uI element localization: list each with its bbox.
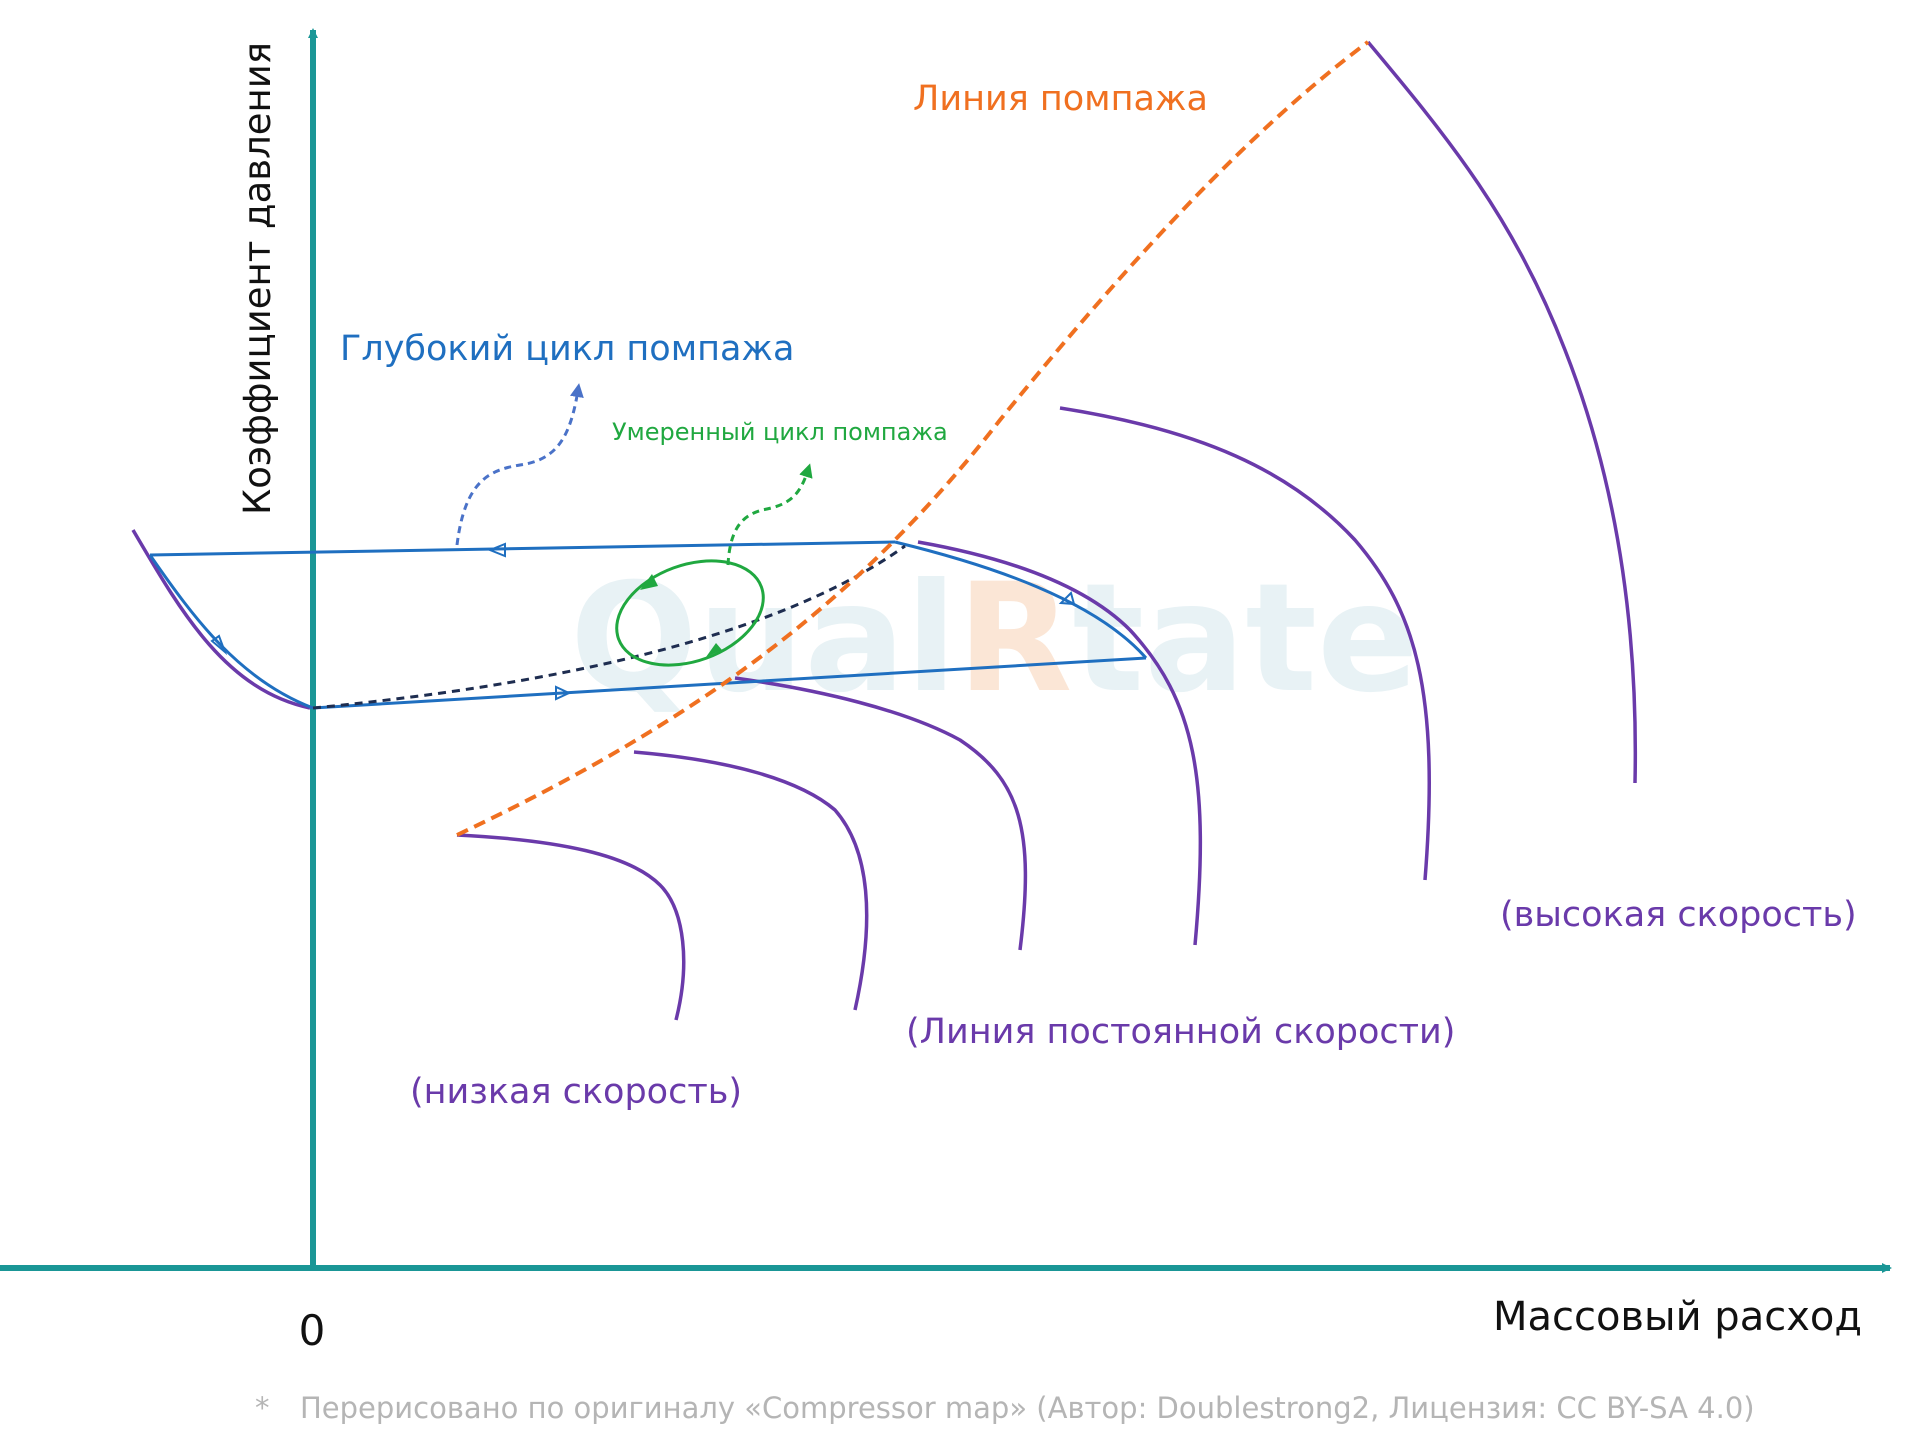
deep-surge-cycle-left bbox=[148, 554, 314, 710]
deep-surge-cycle-right bbox=[894, 540, 1148, 659]
speed-line-left bbox=[131, 529, 311, 710]
deep-surge-cycle-bottom bbox=[312, 656, 1147, 710]
moderate-cycle-arrow-top bbox=[640, 574, 658, 590]
speed-line-2 bbox=[633, 750, 869, 1011]
high-speed-label: (высокая скорость) bbox=[1500, 895, 1857, 935]
deep-surge-cycle-label: Глубокий цикл помпажа bbox=[340, 329, 794, 369]
deep-surge-cycle-top bbox=[149, 540, 896, 557]
moderate-cycle-arrow-bottom bbox=[706, 643, 722, 657]
constant-speed-line-label: (Линия постоянной скорости) bbox=[906, 1012, 1455, 1052]
moderate-surge-cycle bbox=[615, 559, 765, 667]
moderate-cycle-pointer bbox=[726, 463, 813, 566]
surge-line-label: Линия помпажа bbox=[913, 79, 1208, 119]
speed-line-3 bbox=[734, 676, 1028, 951]
moderate-surge-cycle-label: Умеренный цикл помпажа bbox=[612, 418, 948, 446]
flow-arrow-right bbox=[1058, 591, 1076, 606]
speed-line-5 bbox=[1059, 406, 1431, 881]
speed-line-1 bbox=[456, 833, 686, 1021]
low-speed-label: (низкая скорость) bbox=[410, 1072, 742, 1112]
speed-line-4 bbox=[917, 540, 1203, 946]
watermark-part3: tate bbox=[1072, 552, 1418, 726]
operating-line bbox=[312, 544, 906, 710]
flow-arrow-bottom bbox=[555, 685, 572, 701]
flow-arrow-left bbox=[210, 634, 228, 656]
x-axis-label: Массовый расход bbox=[1493, 1294, 1862, 1340]
deep-cycle-pointer bbox=[455, 383, 584, 546]
speed-line-6 bbox=[1366, 40, 1638, 784]
watermark-part1: Qual bbox=[570, 552, 957, 726]
flow-arrow-top bbox=[487, 542, 506, 558]
y-axis-label: Коэффициент давления bbox=[236, 42, 279, 515]
footnote-text: Перерисовано по оригиналу «Compressor ma… bbox=[300, 1391, 1755, 1425]
origin-label: 0 bbox=[299, 1306, 326, 1355]
footnote-marker: * bbox=[255, 1391, 270, 1425]
